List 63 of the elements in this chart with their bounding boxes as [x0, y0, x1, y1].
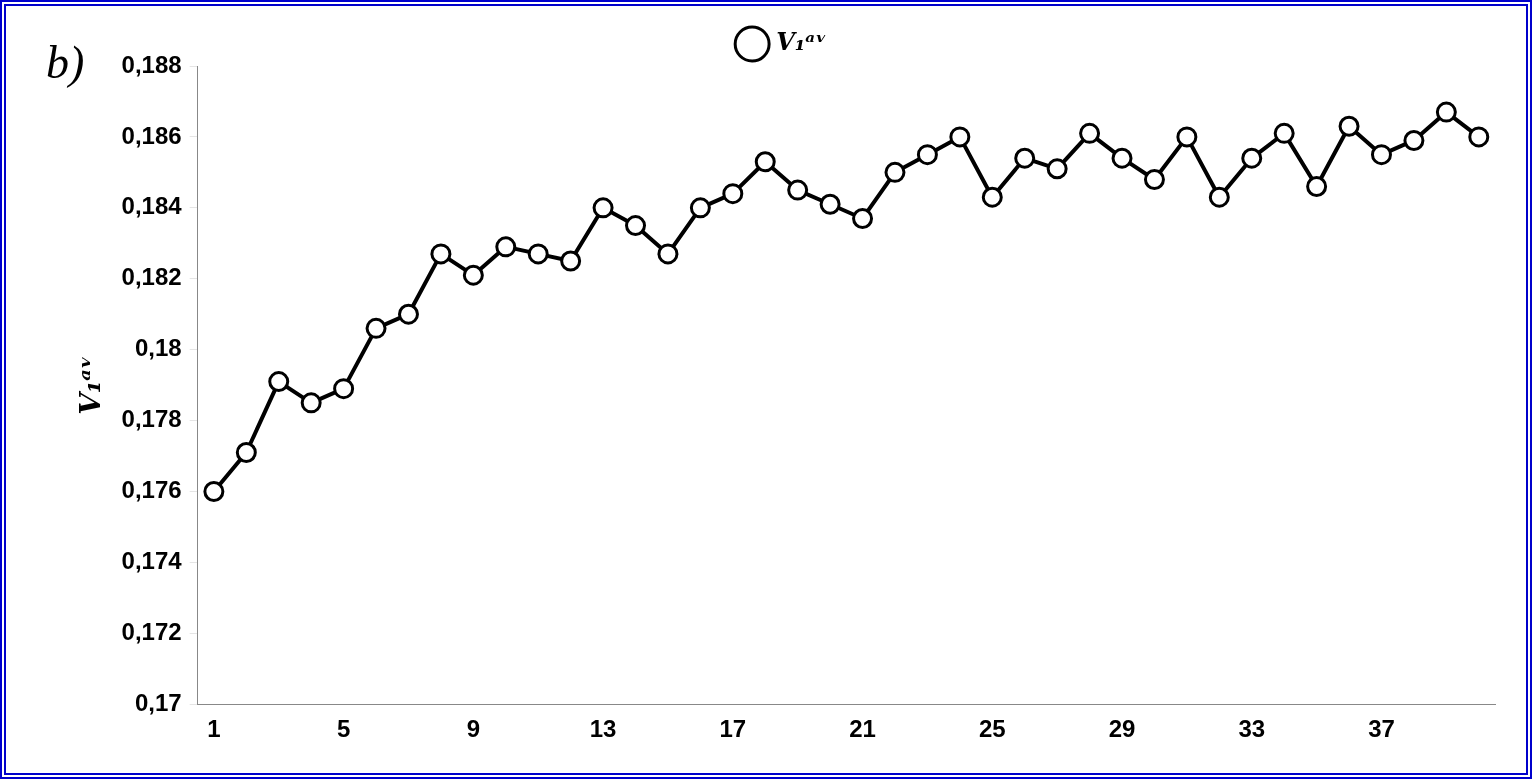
y-tick-label: 0,176	[121, 476, 182, 504]
point	[430, 243, 452, 265]
point	[657, 243, 679, 265]
point	[949, 126, 971, 148]
point	[1435, 101, 1457, 123]
point	[625, 215, 647, 237]
point	[203, 480, 225, 502]
y-tick-label: 0,178	[121, 405, 182, 433]
point	[689, 197, 711, 219]
x-tick-label: 33	[1238, 715, 1266, 743]
point	[852, 207, 874, 229]
y-tick-label: 0,18	[134, 334, 182, 362]
point	[462, 264, 484, 286]
y-axis-title: V₁ᵃᵛ	[74, 355, 108, 415]
point	[1468, 126, 1490, 148]
point	[333, 378, 355, 400]
y-tick-label: 0,188	[121, 50, 182, 78]
x-tick-label: 5	[336, 715, 351, 743]
point	[981, 186, 1003, 208]
point	[560, 250, 582, 272]
x-tick-label: 37	[1368, 715, 1395, 743]
y-tick-label: 0,17	[134, 688, 182, 716]
x-tick-label: 21	[849, 715, 876, 743]
point	[916, 144, 938, 166]
point	[1403, 129, 1425, 151]
x-tick-label: 17	[719, 715, 747, 743]
x-tick-label: 13	[589, 715, 617, 743]
x-tick-label: 29	[1108, 715, 1136, 743]
point	[527, 243, 549, 265]
point	[1338, 115, 1360, 137]
y-tick-label: 0,186	[121, 121, 182, 149]
point	[1370, 144, 1392, 166]
point	[495, 236, 517, 258]
point	[819, 193, 841, 215]
point	[787, 179, 809, 201]
y-tick-label: 0,184	[121, 192, 183, 220]
point	[397, 303, 419, 325]
y-tick-label: 0,182	[121, 263, 182, 291]
y-tick-label: 0,172	[121, 617, 182, 645]
point	[1079, 122, 1101, 144]
point	[1306, 176, 1328, 198]
x-tick-label: 9	[466, 715, 481, 743]
point	[1143, 168, 1165, 190]
point	[1014, 147, 1036, 169]
point	[1111, 147, 1133, 169]
point	[592, 197, 614, 219]
legend-label: V₁ᵃᵛ	[776, 27, 827, 57]
point	[1046, 158, 1068, 180]
point	[365, 317, 387, 339]
chart-title: b)	[46, 36, 85, 89]
point	[1241, 147, 1263, 169]
point	[268, 371, 290, 393]
point	[235, 441, 257, 463]
x-tick-label: 1	[207, 715, 221, 743]
point	[300, 392, 322, 414]
y-tick-label: 0,174	[121, 547, 183, 574]
point	[1208, 186, 1230, 208]
point	[884, 161, 906, 183]
x-tick-label: 25	[978, 715, 1006, 743]
point	[1273, 122, 1295, 144]
point	[754, 151, 776, 173]
point	[722, 183, 744, 205]
point	[1176, 126, 1198, 148]
